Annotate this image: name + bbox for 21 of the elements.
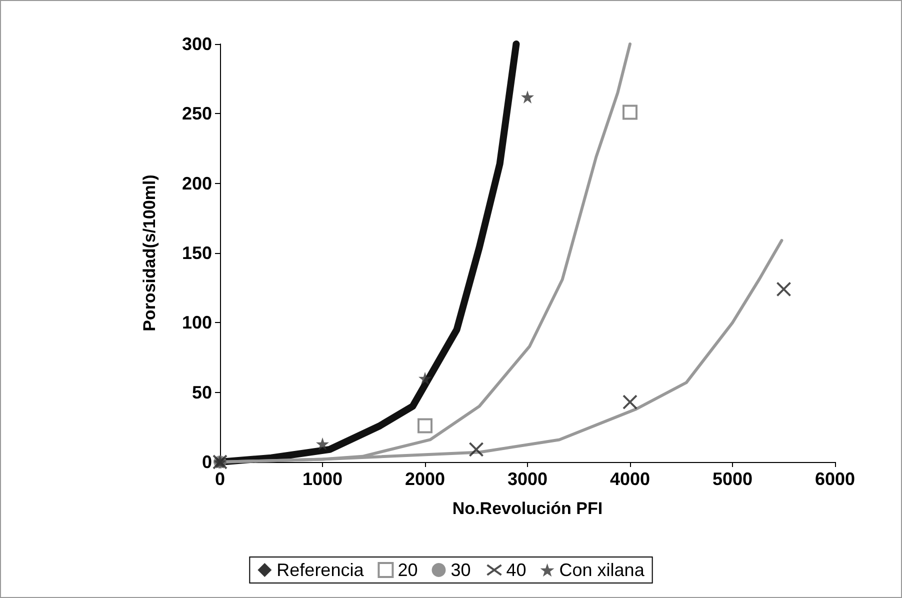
x-tick-label: 4000 [610, 469, 650, 489]
y-tick-label: 0 [202, 452, 212, 472]
x-tick-label: 6000 [814, 469, 856, 489]
x-tick-label: 0 [214, 469, 226, 489]
legend-label: 40 [506, 560, 526, 580]
legend-label: 20 [398, 560, 418, 580]
y-tick-label: 50 [192, 382, 212, 402]
legend-label: 30 [450, 560, 471, 580]
x-tick-label: 3000 [507, 469, 548, 489]
y-tick-label: 300 [182, 34, 212, 54]
x-tick-label: 5000 [712, 469, 753, 489]
y-tick-label: 250 [182, 104, 212, 124]
y-axis-title: Porosidad(s/100ml) [140, 174, 159, 332]
y-tick-label: 200 [182, 173, 212, 194]
y-tick-label: 150 [182, 243, 212, 263]
x-axis-title: No.Revolución PFI [452, 499, 603, 518]
legend-label: Referencia [276, 560, 365, 580]
legend-label: Con xilana [559, 560, 646, 580]
x-tick-label: 2000 [404, 469, 446, 489]
x-tick-label: 1000 [302, 469, 343, 489]
y-tick-label: 100 [182, 312, 212, 333]
